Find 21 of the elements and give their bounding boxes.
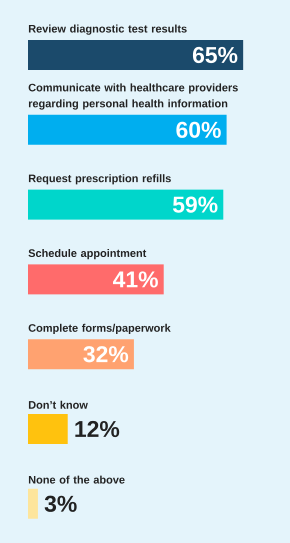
data-label: 32% [83,346,128,362]
bar [28,40,244,70]
bar [28,190,224,220]
bar [28,488,38,519]
y-tick-label: Review diagnostic test results [28,24,187,35]
data-label: 60% [176,122,221,138]
y-tick-label: Request prescription refills [28,174,171,184]
y-tick-label: None of the above [28,476,125,484]
y-tick-label: Complete forms/paperwork [28,324,171,334]
y-tick-label: Communicate with healthcare providers regarding personal health information [28,83,238,110]
bar [28,414,68,444]
data-label: 12% [75,420,120,438]
y-tick-label: Schedule appointment [28,248,146,260]
data-label: 65% [192,46,238,64]
data-label: 3% [44,496,77,512]
data-label: 41% [112,271,158,288]
data-label: 59% [172,196,218,213]
bar [28,339,134,370]
bar [28,264,164,294]
bar [28,114,227,145]
y-tick-label: Don’t know [28,400,88,409]
